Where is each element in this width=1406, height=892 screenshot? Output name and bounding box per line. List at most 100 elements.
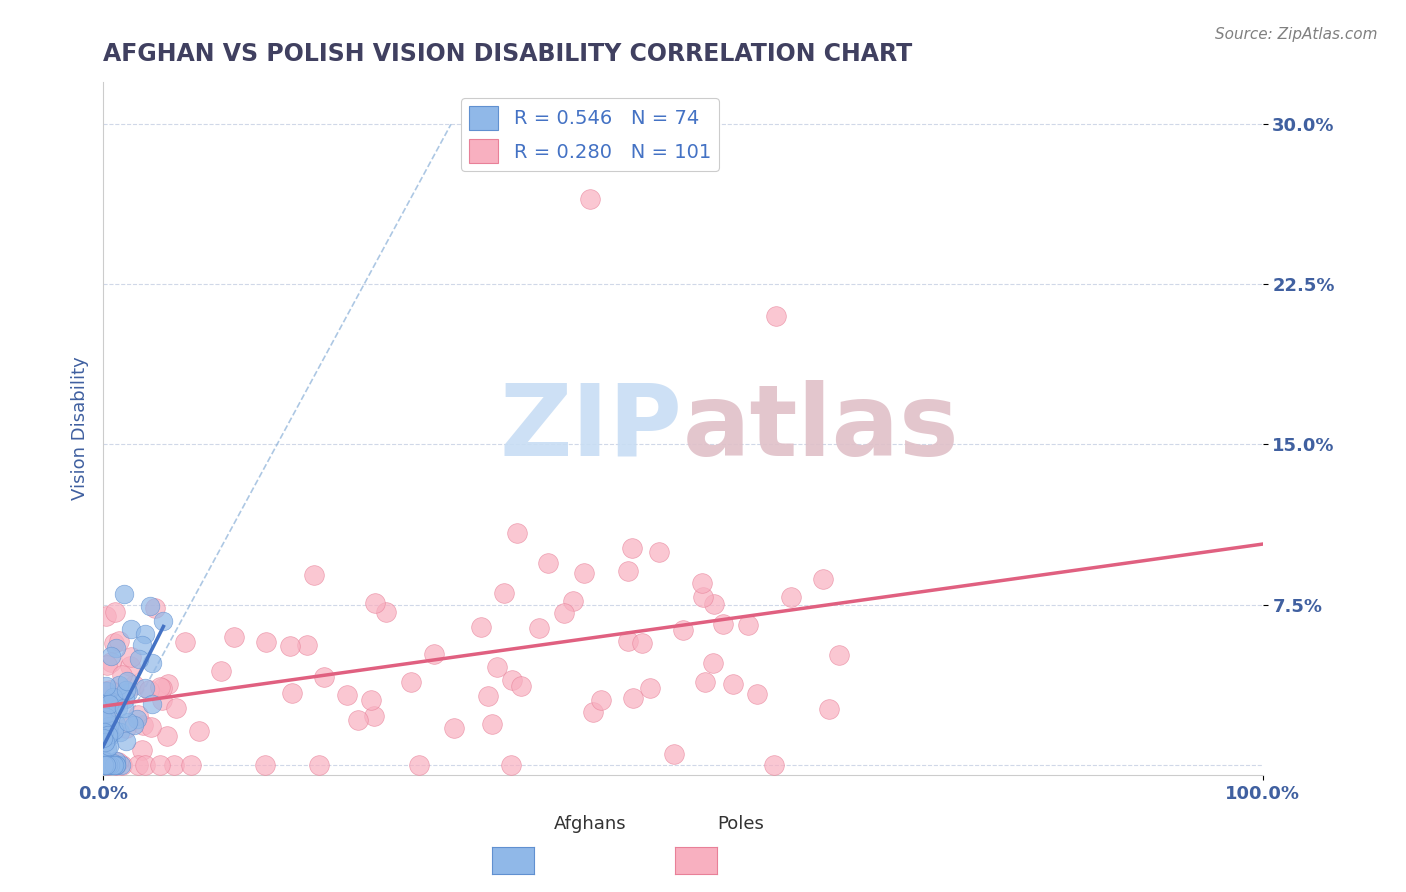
Point bbox=[94, 733, 117, 747]
Point bbox=[103, 691, 125, 706]
Text: atlas: atlas bbox=[683, 380, 959, 477]
Point bbox=[96, 728, 118, 742]
Point bbox=[692, 576, 714, 591]
Point bbox=[93, 712, 115, 726]
Point bbox=[492, 586, 515, 600]
Point bbox=[152, 614, 174, 628]
Point bbox=[93, 725, 115, 739]
Point bbox=[703, 597, 725, 611]
Point bbox=[97, 695, 120, 709]
Point bbox=[96, 741, 118, 756]
Point bbox=[114, 692, 136, 706]
Point bbox=[143, 600, 166, 615]
Point bbox=[93, 754, 115, 768]
Point bbox=[93, 757, 115, 772]
Point bbox=[134, 626, 156, 640]
Point bbox=[93, 757, 115, 772]
Point bbox=[94, 757, 117, 772]
Point bbox=[745, 687, 768, 701]
Point bbox=[115, 673, 138, 688]
Point bbox=[509, 679, 531, 693]
Point bbox=[254, 757, 277, 772]
Point bbox=[363, 709, 385, 723]
Point bbox=[103, 723, 125, 738]
Point bbox=[621, 691, 644, 706]
Point bbox=[156, 676, 179, 690]
Point bbox=[132, 718, 155, 732]
Y-axis label: Vision Disability: Vision Disability bbox=[72, 357, 89, 500]
Point bbox=[94, 679, 117, 693]
Point bbox=[96, 710, 118, 724]
Point bbox=[93, 709, 115, 723]
Point bbox=[108, 634, 131, 648]
Point bbox=[470, 620, 492, 634]
Point bbox=[163, 757, 186, 772]
Point bbox=[360, 693, 382, 707]
Point bbox=[423, 647, 446, 661]
Point bbox=[302, 568, 325, 582]
Point bbox=[103, 690, 125, 705]
Point bbox=[94, 757, 117, 772]
Point bbox=[107, 700, 129, 714]
Point bbox=[711, 616, 734, 631]
Point bbox=[117, 685, 139, 699]
Point bbox=[101, 757, 124, 772]
Point bbox=[93, 757, 115, 772]
Point bbox=[110, 724, 132, 739]
Point bbox=[737, 617, 759, 632]
Point bbox=[702, 656, 724, 670]
Point bbox=[100, 757, 122, 772]
Point bbox=[630, 636, 652, 650]
Point bbox=[94, 714, 117, 728]
Point bbox=[98, 729, 121, 743]
Point bbox=[134, 681, 156, 695]
Point bbox=[96, 707, 118, 722]
Point bbox=[817, 702, 839, 716]
Point bbox=[297, 639, 319, 653]
Point bbox=[97, 739, 120, 753]
Point bbox=[98, 682, 121, 697]
Point bbox=[128, 652, 150, 666]
Point bbox=[131, 743, 153, 757]
Text: Source: ZipAtlas.com: Source: ZipAtlas.com bbox=[1215, 27, 1378, 42]
Point bbox=[104, 684, 127, 698]
Point bbox=[187, 723, 209, 738]
Point bbox=[501, 673, 523, 687]
Point bbox=[94, 735, 117, 749]
Point bbox=[765, 310, 787, 324]
Point bbox=[401, 675, 423, 690]
Point bbox=[443, 722, 465, 736]
Point bbox=[120, 658, 142, 673]
Point bbox=[108, 678, 131, 692]
Point bbox=[115, 722, 138, 736]
Point bbox=[499, 757, 522, 772]
Point bbox=[640, 681, 662, 695]
Point bbox=[96, 757, 118, 772]
Point bbox=[100, 757, 122, 772]
Point bbox=[103, 636, 125, 650]
Text: AFGHAN VS POLISH VISION DISABILITY CORRELATION CHART: AFGHAN VS POLISH VISION DISABILITY CORRE… bbox=[103, 42, 912, 66]
Point bbox=[721, 677, 744, 691]
Point bbox=[134, 757, 156, 772]
Point bbox=[127, 757, 149, 772]
Point bbox=[104, 606, 127, 620]
Point bbox=[93, 726, 115, 740]
Point bbox=[112, 587, 135, 601]
Point bbox=[589, 693, 612, 707]
Point bbox=[122, 678, 145, 692]
Point bbox=[780, 591, 803, 605]
Point bbox=[91, 731, 114, 746]
Point bbox=[141, 720, 163, 734]
Point bbox=[97, 724, 120, 739]
Point bbox=[209, 664, 232, 678]
Point bbox=[672, 624, 695, 638]
Point bbox=[94, 730, 117, 744]
Point bbox=[477, 690, 499, 704]
Point bbox=[347, 713, 370, 727]
Point bbox=[94, 722, 117, 736]
Point bbox=[222, 631, 245, 645]
Point bbox=[156, 729, 179, 743]
Point bbox=[553, 606, 575, 620]
Point bbox=[97, 725, 120, 739]
Point bbox=[572, 566, 595, 581]
